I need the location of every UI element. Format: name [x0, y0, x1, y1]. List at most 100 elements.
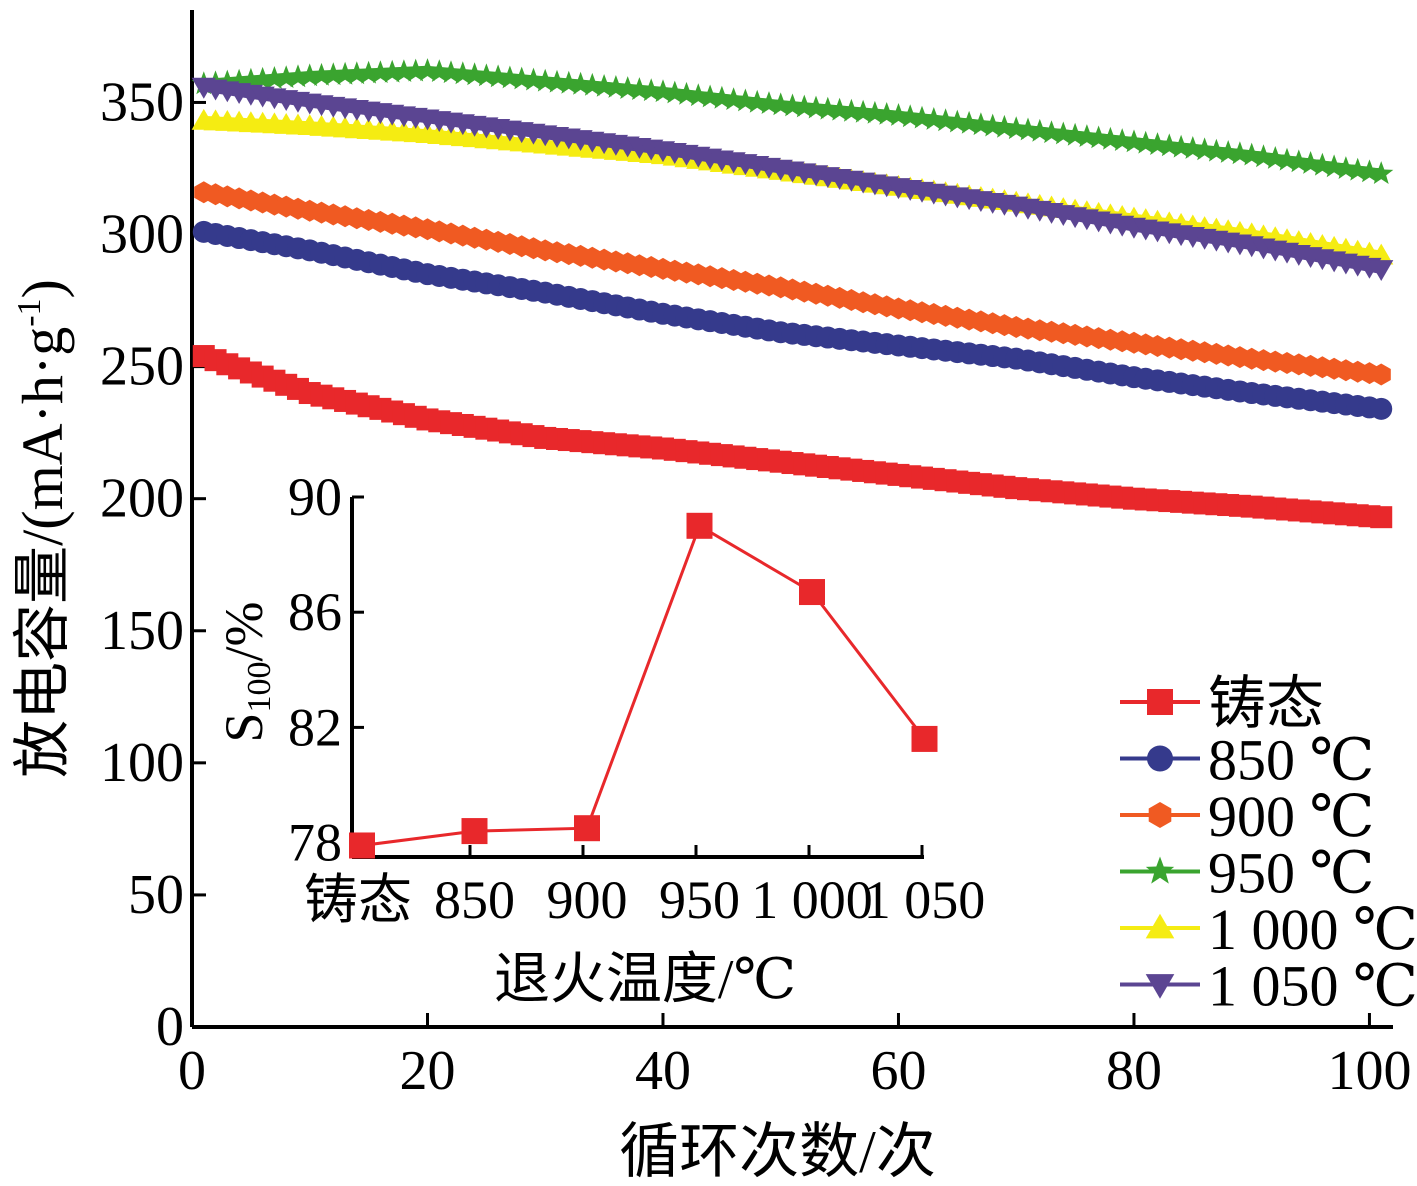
data-point: [592, 74, 617, 97]
y-axis-label: 放电容量/(mA·h·g-1): [10, 279, 75, 778]
data-point: [721, 87, 746, 110]
data-point: [921, 107, 946, 130]
data-point: [1169, 134, 1194, 158]
data-point: [509, 66, 534, 90]
y-tick-label: 250: [100, 336, 184, 398]
x-tick-label: 60: [870, 1040, 926, 1102]
data-point: [1016, 117, 1040, 141]
data-point: [521, 67, 546, 91]
inset-y-tick-label: 86: [288, 582, 342, 642]
series-2: [194, 181, 1391, 386]
data-point: [439, 60, 464, 84]
data-point: [874, 102, 899, 125]
inset-data-point: [349, 832, 375, 859]
data-point: [615, 76, 640, 99]
data-point: [768, 92, 793, 116]
data-point: [344, 61, 369, 85]
legend-label: 950 ℃: [1208, 841, 1374, 906]
y-tick-label: 350: [100, 71, 184, 133]
data-point: [1145, 132, 1170, 155]
y-tick-label: 100: [100, 732, 184, 794]
data-point: [533, 68, 558, 92]
y-tick-label: 50: [128, 864, 184, 926]
data-point: [1298, 151, 1323, 174]
legend-label: 900 ℃: [1208, 784, 1374, 849]
inset-y-tick-label: 82: [288, 697, 342, 757]
data-point: [698, 84, 723, 108]
data-point: [815, 96, 840, 120]
x-axis-label: 循环次数/次: [619, 1119, 936, 1181]
data-point: [804, 95, 829, 119]
inset-x-axis-label: 退火温度/℃: [494, 949, 796, 1011]
data-point: [497, 65, 522, 89]
legend-label: 铸态: [1208, 671, 1324, 736]
inset-x-tick-label: 1 050: [864, 870, 986, 930]
data-point: [1192, 137, 1217, 161]
x-tick-label: 0: [178, 1040, 206, 1102]
inset-x-tick-label: 铸态: [304, 870, 412, 930]
legend-marker: [1147, 745, 1173, 772]
x-tick-label: 100: [1327, 1040, 1411, 1102]
data-point: [745, 89, 770, 113]
inset-x-tick-label: 900: [547, 870, 628, 930]
legend-label: 1 050 ℃: [1208, 954, 1417, 1019]
data-point: [415, 58, 440, 81]
data-point: [1310, 152, 1335, 176]
inset-y-axis-label: S100/%: [214, 601, 278, 742]
data-point: [910, 105, 935, 129]
inset-y-tick-label: 78: [288, 813, 342, 873]
data-point: [709, 85, 734, 109]
data-point: [1370, 506, 1393, 529]
data-point: [733, 88, 758, 112]
inset-data-point: [574, 815, 600, 842]
inset-x-tick-label: 850: [434, 870, 515, 930]
data-point: [639, 78, 664, 102]
data-point: [250, 66, 275, 90]
inset-data-point: [461, 818, 488, 845]
data-point: [1051, 121, 1076, 145]
legend-marker: [1145, 913, 1175, 939]
data-point: [1098, 126, 1123, 150]
data-point: [1286, 149, 1311, 173]
data-point: [862, 100, 887, 124]
data-point: [839, 98, 864, 122]
data-point: [980, 113, 1005, 137]
data-point: [1086, 125, 1111, 149]
series-1: [192, 220, 1393, 420]
data-point: [474, 63, 499, 87]
data-point: [1369, 161, 1394, 184]
data-point: [285, 64, 310, 88]
data-point: [1251, 144, 1276, 168]
inset-series-line: [361, 523, 926, 847]
x-tick-label: 80: [1106, 1040, 1162, 1102]
data-point: [1322, 154, 1347, 178]
data-point: [333, 61, 358, 85]
data-point: [1039, 120, 1064, 144]
data-point: [1027, 118, 1052, 142]
data-point: [309, 62, 334, 86]
data-point: [674, 81, 699, 105]
series-5: [191, 77, 1394, 281]
data-point: [1204, 138, 1229, 162]
data-point: [1263, 146, 1288, 169]
legend-marker: [1147, 689, 1173, 715]
data-point: [851, 99, 876, 123]
data-point: [380, 59, 405, 83]
legend-label: 850 ℃: [1208, 728, 1374, 793]
data-point: [886, 103, 911, 126]
data-point: [1333, 156, 1358, 179]
data-point: [898, 104, 923, 128]
data-point: [627, 77, 652, 100]
data-point: [262, 66, 287, 89]
data-point: [1180, 136, 1205, 159]
y-tick-label: 300: [100, 204, 184, 266]
data-point: [545, 69, 569, 93]
data-point: [933, 108, 958, 132]
data-point: [321, 62, 346, 86]
data-point: [603, 75, 628, 98]
data-point: [356, 60, 381, 84]
legend-marker: [1148, 802, 1172, 828]
data-point: [957, 110, 982, 134]
